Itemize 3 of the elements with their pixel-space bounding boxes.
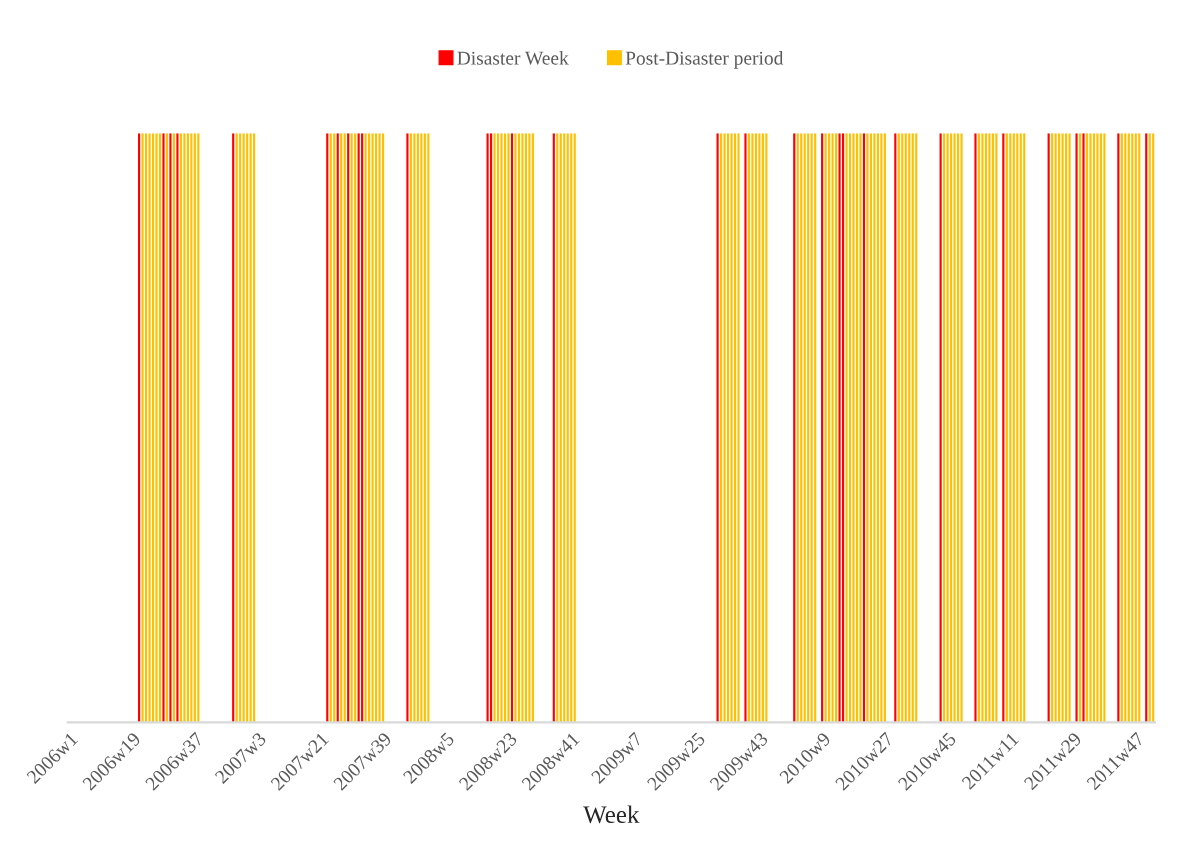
legend-label: Post-Disaster period — [625, 51, 784, 69]
x-axis-title: Week — [583, 805, 640, 824]
legend-label: Disaster Week — [457, 51, 569, 65]
